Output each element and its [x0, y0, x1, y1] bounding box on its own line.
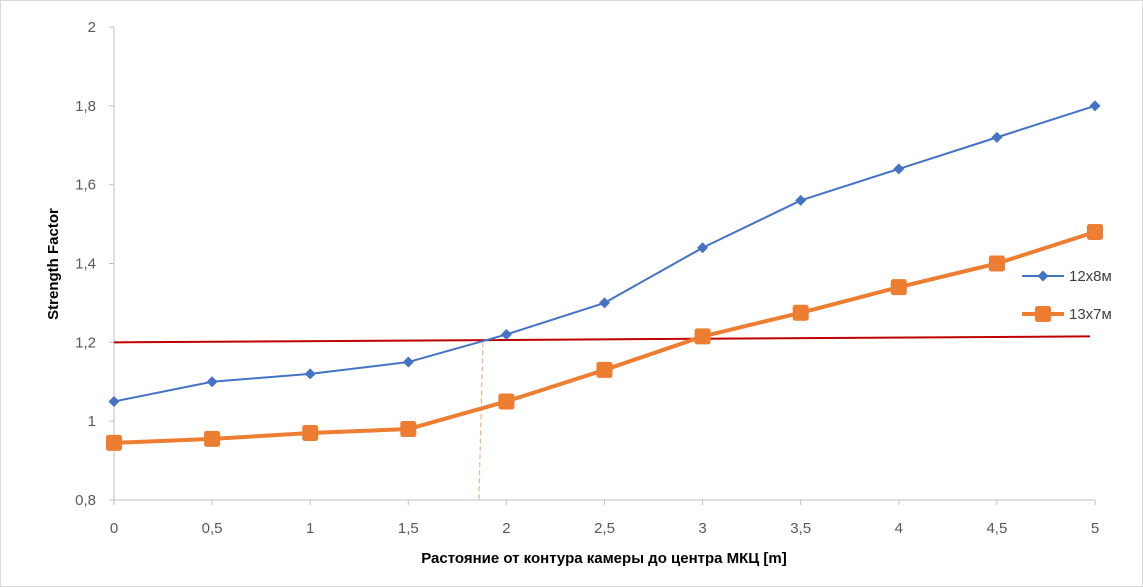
data-point-square [596, 361, 613, 378]
y-tick-label: 1,2 [75, 334, 96, 351]
y-tick-label: 1,6 [75, 177, 96, 194]
legend-label-2: 13x7м [1069, 306, 1112, 323]
y-tick-label: 0,8 [75, 492, 96, 509]
x-tick-label: 3 [698, 520, 706, 537]
x-tick-label: 2 [502, 520, 510, 537]
x-tick-label: 4 [895, 520, 903, 537]
data-point-square [302, 424, 319, 441]
y-axis-title: Strength Factor [45, 208, 62, 320]
x-tick-label: 1,5 [398, 520, 419, 537]
data-point-diamond [500, 328, 512, 340]
x-axis-title: Растояние от контура камеры до центра МК… [421, 550, 787, 567]
y-tick-label: 1 [88, 413, 96, 430]
data-point-diamond [795, 194, 807, 206]
data-point-diamond [599, 297, 610, 309]
legend: 12x8м 13x7м [1022, 268, 1112, 323]
legend-marker-diamond [1037, 270, 1049, 282]
data-point-square [498, 393, 515, 410]
data-point-diamond [402, 356, 414, 368]
y-tick-label: 1,8 [75, 98, 96, 115]
data-point-diamond [697, 242, 709, 254]
data-point-square [792, 304, 809, 321]
data-point-diamond [893, 163, 905, 175]
data-point-square [400, 421, 417, 438]
vertical-marker-line [478, 342, 484, 501]
x-tick-label: 3,5 [790, 520, 811, 537]
data-point-square [106, 434, 122, 451]
x-tick-label: 4,5 [986, 520, 1007, 537]
y-tick-label: 2 [88, 19, 96, 36]
series-group [106, 100, 1103, 451]
data-point-square [1087, 223, 1103, 240]
legend-marker-square [1035, 306, 1051, 322]
data-point-square [890, 279, 907, 296]
legend-label-1: 12x8м [1069, 268, 1112, 285]
x-tick-label: 5 [1091, 520, 1099, 537]
axes: 0,8 1 1,2 1,4 1,6 1,8 2 0 0,5 1 1,5 2 2,5 3 3,5 4 4,5 5 [75, 19, 1099, 537]
axis-labels: Растояние от контура камеры до центра МК… [45, 208, 787, 567]
reference-lines [113, 335, 1091, 501]
y-tick-label: 1,4 [75, 256, 96, 273]
x-tick-label: 0 [110, 520, 118, 537]
data-point-square [204, 430, 221, 447]
reference-line [113, 335, 1091, 344]
data-point-diamond [206, 376, 218, 388]
data-point-diamond [304, 368, 316, 380]
x-tick-label: 2,5 [594, 520, 615, 537]
x-tick-label: 1 [306, 520, 314, 537]
data-point-diamond [991, 131, 1003, 143]
data-point-diamond [108, 395, 120, 407]
series-line-1 [113, 104, 1096, 403]
data-point-square [988, 255, 1005, 272]
x-tick-label: 0,5 [202, 520, 223, 537]
data-point-square [694, 328, 711, 345]
data-point-diamond [1089, 100, 1101, 112]
